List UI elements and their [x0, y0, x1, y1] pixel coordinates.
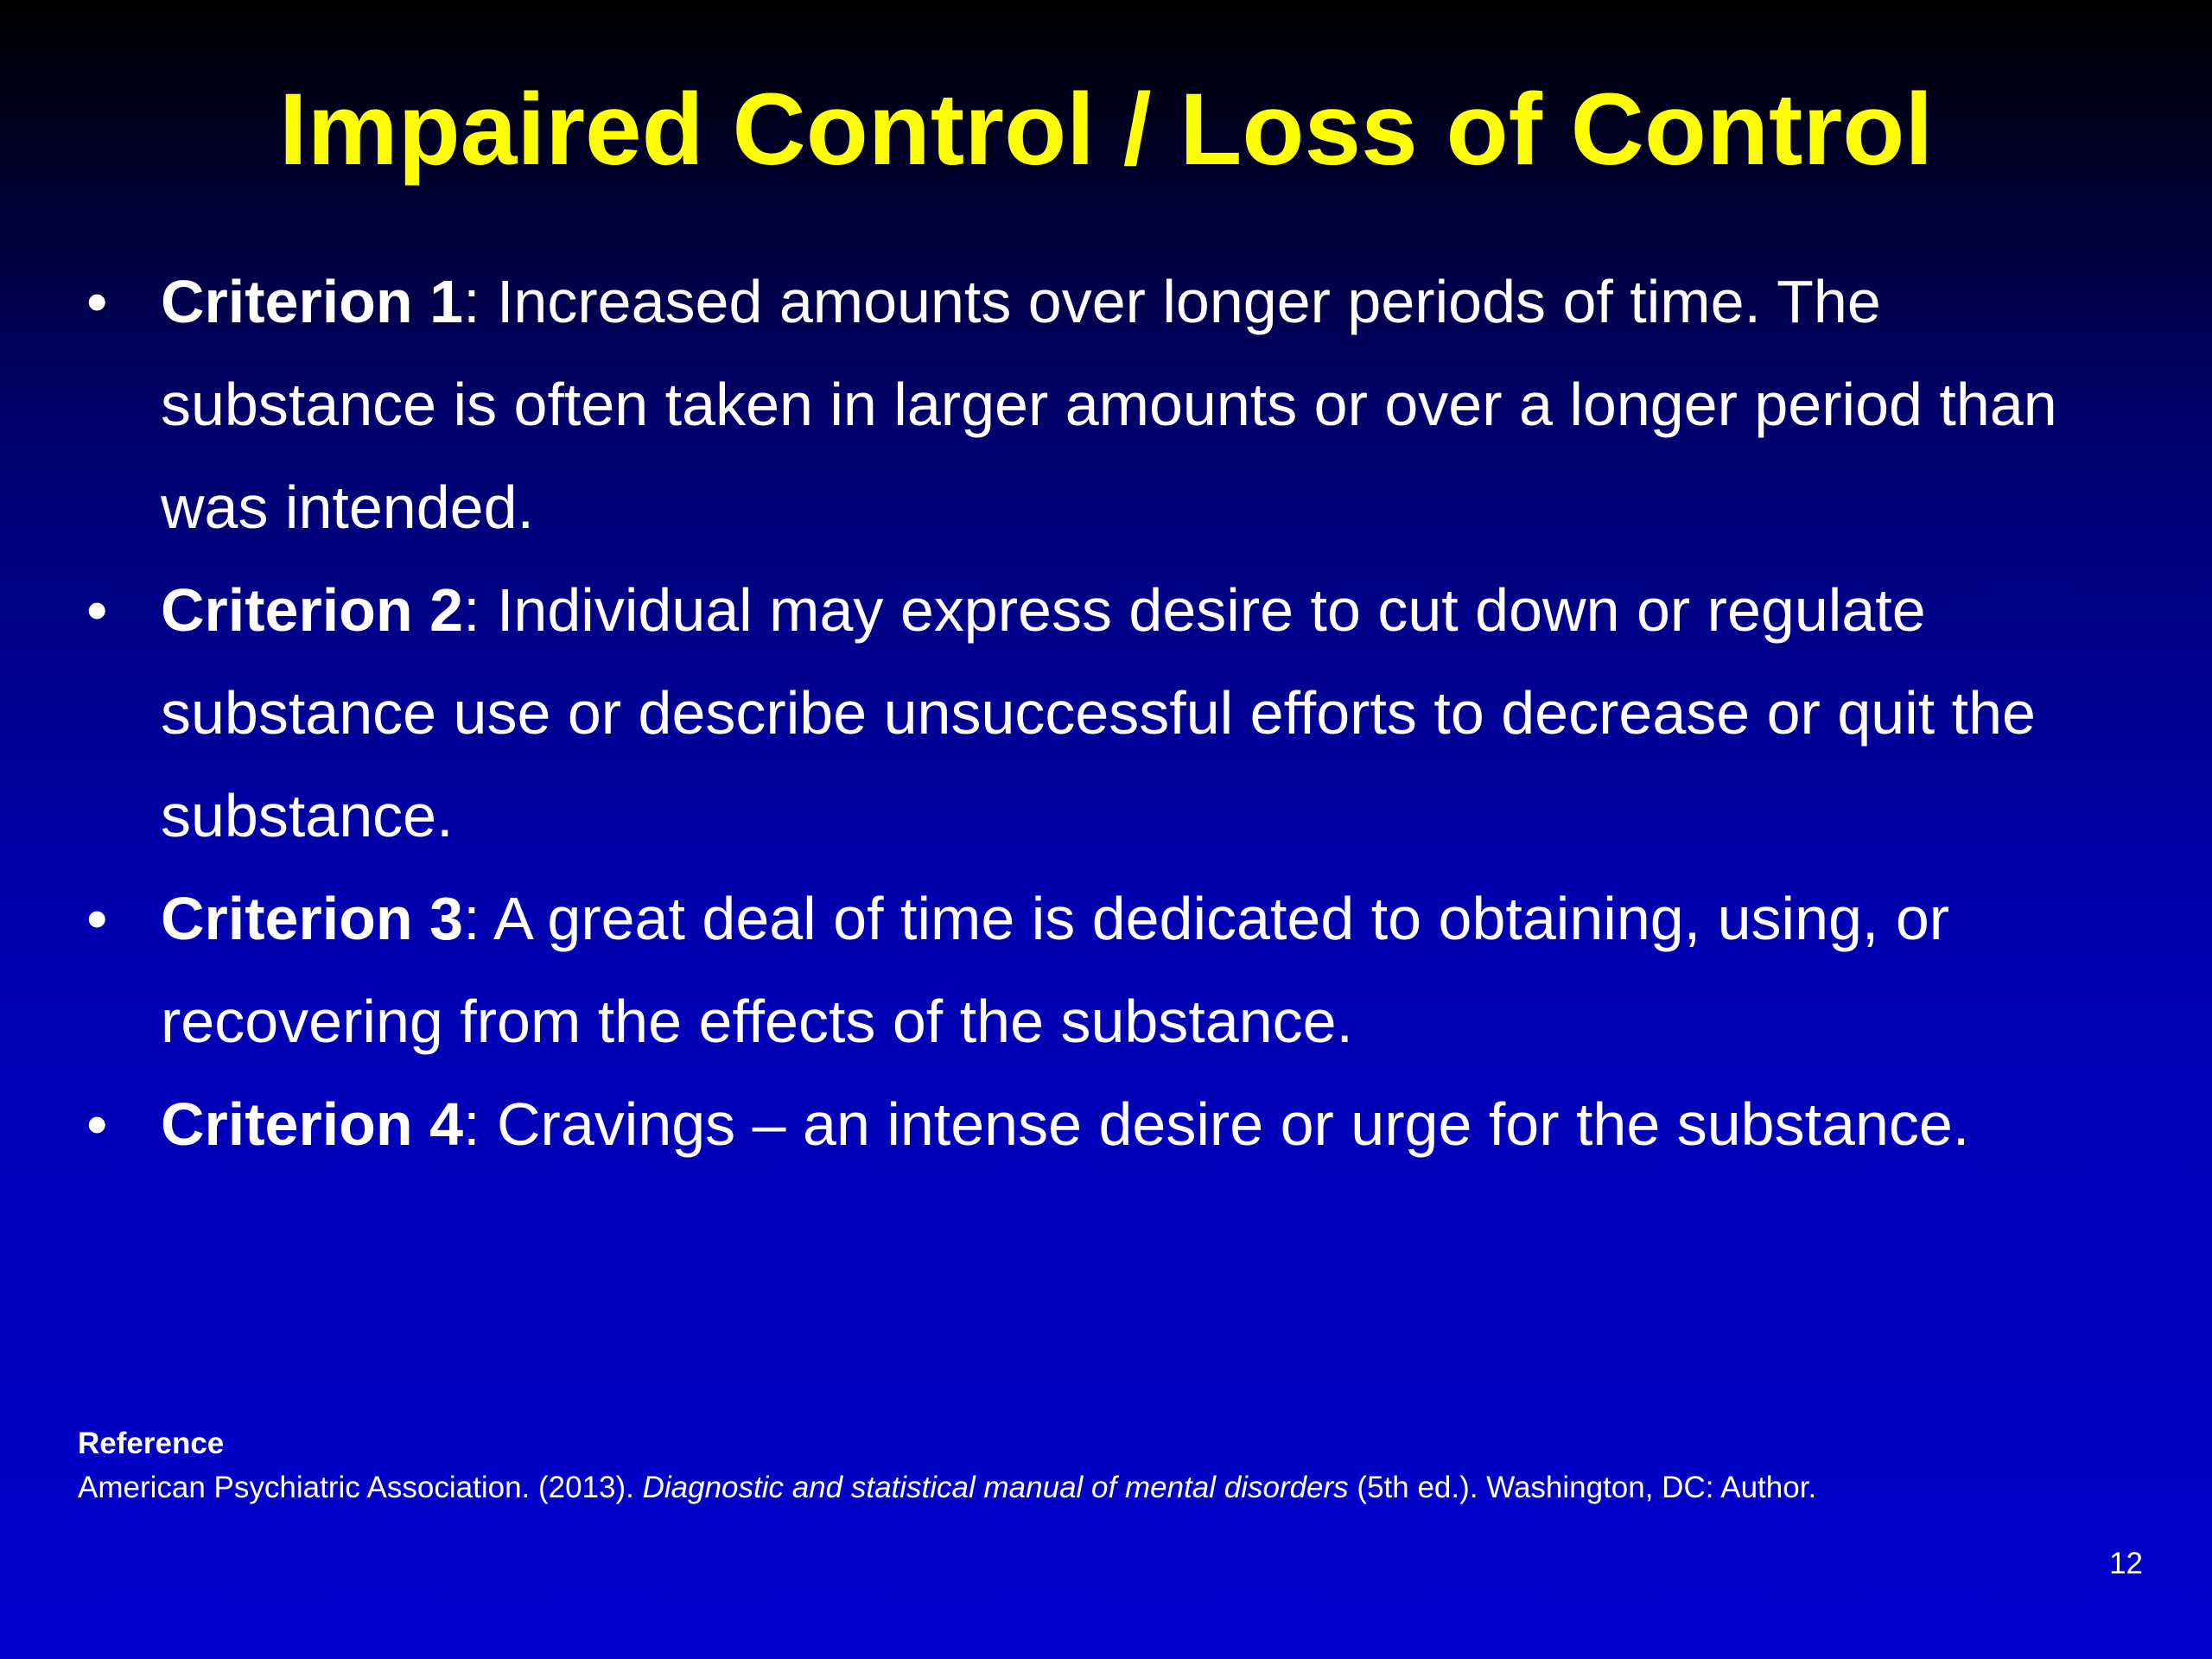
bullet: Criterion 2: Individual may express desi… [86, 559, 2126, 868]
slide-title: Impaired Control / Loss of Control [278, 73, 1934, 187]
reference: Reference American Psychiatric Associati… [78, 1421, 1979, 1510]
bullet: Criterion 4: Cravings – an intense desir… [86, 1073, 2126, 1176]
citation-title: Diagnostic and statistical manual of men… [642, 1471, 1349, 1504]
bullet-text: : Individual may express desire to cut d… [161, 576, 2036, 849]
citation: American Psychiatric Association. (2013)… [78, 1465, 1979, 1510]
bullet-text: : Increased amounts over longer periods … [161, 268, 2057, 541]
bullet: Criterion 1: Increased amounts over long… [86, 251, 2126, 559]
bullet-label: Criterion 4 [161, 1090, 464, 1158]
bullet-label: Criterion 1 [161, 268, 464, 335]
bullet: Criterion 3: A great deal of time is ded… [86, 868, 2126, 1073]
bullet-list: Criterion 1: Increased amounts over long… [86, 251, 2126, 1176]
page-number: 12 [2109, 1547, 2143, 1580]
bullet-text: : Cravings – an intense desire or urge f… [463, 1090, 1970, 1158]
citation-text: (5th ed.). Washington, DC: Author. [1348, 1471, 1817, 1504]
bullet-text: : A great deal of time is dedicated to o… [161, 885, 1950, 1055]
reference-heading: Reference [78, 1427, 225, 1460]
bullet-label: Criterion 3 [161, 885, 464, 952]
citation-text: American Psychiatric Association. (2013)… [78, 1471, 643, 1504]
bullet-label: Criterion 2 [161, 576, 464, 644]
